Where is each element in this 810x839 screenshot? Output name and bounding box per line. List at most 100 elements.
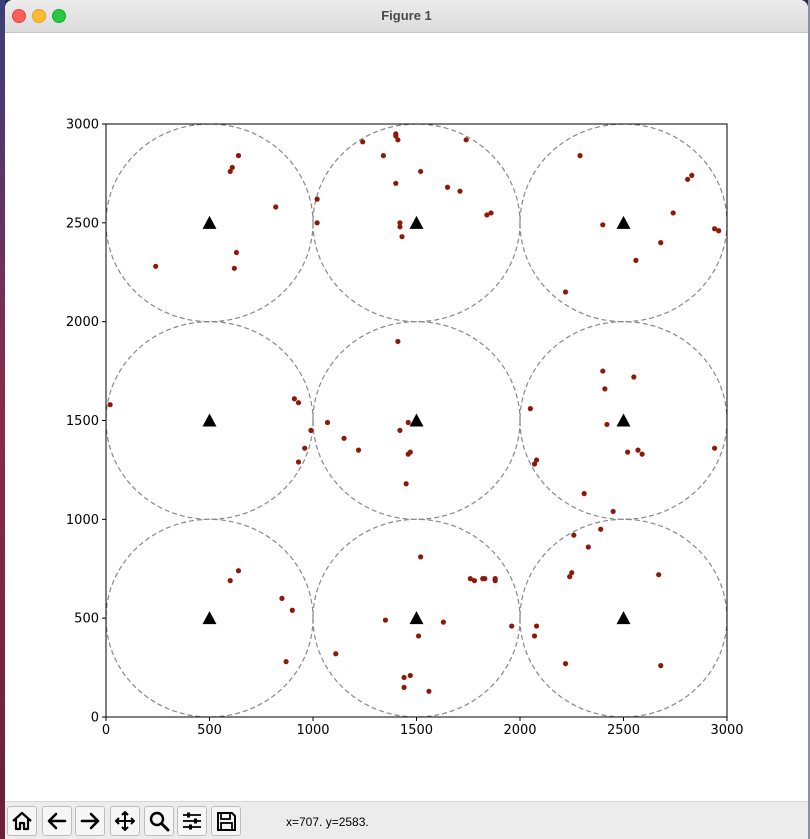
data-point xyxy=(457,188,463,194)
data-point xyxy=(492,578,498,584)
tower-marker xyxy=(202,413,217,427)
data-point xyxy=(324,419,331,426)
data-point xyxy=(403,481,409,487)
data-point xyxy=(604,421,610,428)
y-tick-label: 3000 xyxy=(66,118,99,133)
forward-button[interactable] xyxy=(75,806,105,836)
data-point xyxy=(484,212,490,218)
coverage-circle xyxy=(106,518,314,717)
coverage-circle xyxy=(312,321,521,520)
data-point xyxy=(577,153,583,159)
data-point xyxy=(405,419,411,426)
data-point xyxy=(689,172,695,178)
data-point xyxy=(527,406,533,412)
data-point xyxy=(231,265,237,271)
data-point xyxy=(233,249,240,256)
data-point xyxy=(229,164,235,171)
data-point xyxy=(227,578,233,584)
y-tick-label: 2500 xyxy=(66,216,99,231)
coverage-circle xyxy=(519,321,727,520)
data-point xyxy=(401,684,407,690)
x-tick-label: 3000 xyxy=(710,723,743,738)
data-point xyxy=(716,228,722,234)
data-point xyxy=(488,210,494,216)
arrow-left-icon xyxy=(47,812,67,830)
coverage-circle xyxy=(312,124,521,323)
data-point xyxy=(397,224,403,230)
data-point xyxy=(531,633,538,639)
data-point xyxy=(418,168,424,175)
tower-marker xyxy=(202,215,217,229)
home-button[interactable] xyxy=(7,806,37,836)
figure-canvas[interactable]: 0 0 500 500 1000 1000 1500 1500 2000 2000 2500 2500… xyxy=(5,33,808,801)
data-point xyxy=(585,544,591,550)
tower-marker xyxy=(202,611,217,625)
sliders-icon xyxy=(183,812,201,830)
data-point xyxy=(440,619,447,625)
coverage-circle xyxy=(312,518,521,717)
y-tick-label: 0 xyxy=(91,711,99,726)
cursor-coordinates: x=707. y=2583. xyxy=(286,815,369,829)
data-point xyxy=(235,153,242,159)
data-point xyxy=(302,445,308,451)
data-point xyxy=(418,554,424,560)
zoom-button[interactable] xyxy=(144,806,174,836)
data-point xyxy=(295,400,302,406)
data-point xyxy=(711,226,718,232)
data-point xyxy=(405,451,411,457)
data-point xyxy=(153,263,159,269)
data-point xyxy=(631,374,637,380)
move-icon xyxy=(115,811,135,831)
data-point xyxy=(670,210,676,216)
data-point xyxy=(393,180,399,186)
data-point xyxy=(581,491,587,497)
y-tick-label: 500 xyxy=(74,612,99,627)
back-button[interactable] xyxy=(42,806,72,836)
x-tick-label: 1000 xyxy=(296,723,329,738)
close-window-button[interactable] xyxy=(12,9,26,23)
data-point xyxy=(289,607,295,613)
data-point xyxy=(639,451,645,457)
pan-button[interactable] xyxy=(110,806,140,836)
maximize-window-button[interactable] xyxy=(52,9,66,23)
tower-marker xyxy=(616,611,631,625)
tower-marker xyxy=(409,215,424,229)
coverage-circle xyxy=(519,518,727,717)
data-point xyxy=(399,234,405,240)
data-point xyxy=(567,574,573,580)
home-icon xyxy=(12,811,32,831)
data-point xyxy=(279,595,285,602)
data-point xyxy=(382,617,389,623)
data-point xyxy=(291,396,297,402)
data-point xyxy=(273,204,279,210)
tower-marker xyxy=(616,413,631,427)
data-point xyxy=(314,220,320,226)
data-point xyxy=(314,196,320,202)
data-point xyxy=(107,402,113,408)
scatter-plot[interactable]: 00 500 500 1000 1000 1500 1500 2000 2000 2500 2500… xyxy=(5,33,808,801)
data-point xyxy=(685,176,691,182)
data-point xyxy=(711,445,718,451)
data-point xyxy=(482,576,488,582)
coverage-circle xyxy=(106,124,314,323)
x-tick-label: 1500 xyxy=(400,723,433,738)
configure-subplots-button[interactable] xyxy=(177,806,207,836)
data-point xyxy=(562,661,569,667)
y-tick-label: 1500 xyxy=(66,414,99,429)
data-point xyxy=(360,139,366,145)
data-point xyxy=(426,688,432,694)
data-point xyxy=(395,338,401,345)
data-point xyxy=(625,449,631,455)
data-point xyxy=(562,289,569,295)
minimize-window-button[interactable] xyxy=(32,9,46,23)
data-point xyxy=(633,257,639,263)
floppy-disk-icon xyxy=(217,812,236,831)
data-point xyxy=(397,427,403,433)
save-button[interactable] xyxy=(211,806,241,836)
data-point xyxy=(401,674,407,681)
data-point xyxy=(463,137,469,143)
navigation-toolbar: x=707. y=2583. xyxy=(5,801,808,839)
data-point xyxy=(467,576,473,582)
window-title: Figure 1 xyxy=(381,8,432,23)
title-bar[interactable]: Figure 1 xyxy=(5,0,808,33)
